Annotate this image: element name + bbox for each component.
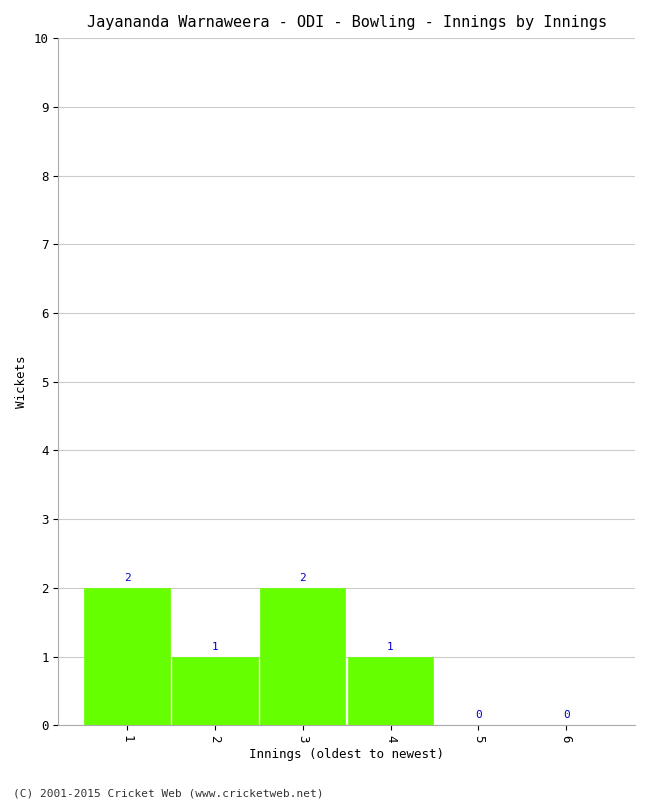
Bar bbox=[348, 657, 433, 726]
Text: 0: 0 bbox=[475, 710, 482, 721]
X-axis label: Innings (oldest to newest): Innings (oldest to newest) bbox=[249, 748, 444, 761]
Bar bbox=[84, 588, 170, 726]
Text: (C) 2001-2015 Cricket Web (www.cricketweb.net): (C) 2001-2015 Cricket Web (www.cricketwe… bbox=[13, 788, 324, 798]
Y-axis label: Wickets: Wickets bbox=[15, 355, 28, 408]
Text: 2: 2 bbox=[124, 573, 131, 583]
Title: Jayananda Warnaweera - ODI - Bowling - Innings by Innings: Jayananda Warnaweera - ODI - Bowling - I… bbox=[86, 15, 606, 30]
Text: 0: 0 bbox=[563, 710, 569, 721]
Text: 1: 1 bbox=[211, 642, 218, 652]
Text: 1: 1 bbox=[387, 642, 394, 652]
Text: 2: 2 bbox=[300, 573, 306, 583]
Bar bbox=[260, 588, 345, 726]
Bar bbox=[172, 657, 257, 726]
